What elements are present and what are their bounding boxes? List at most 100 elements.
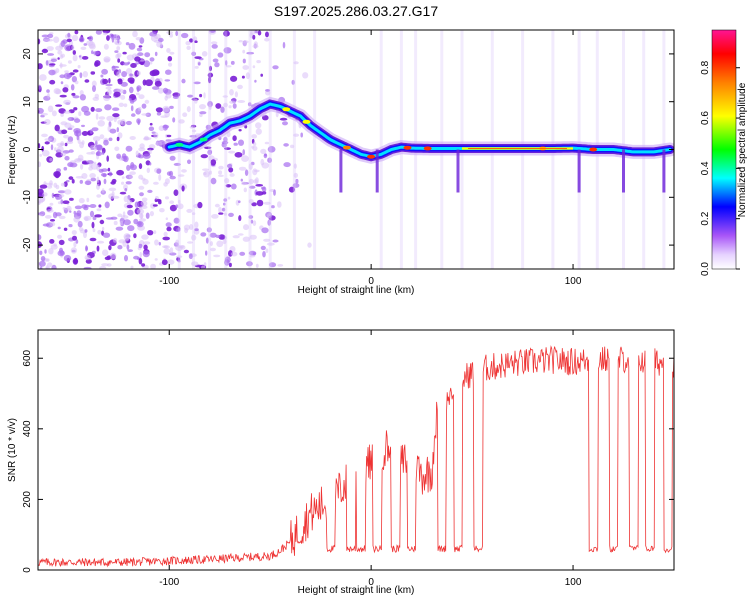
noise-blob bbox=[72, 50, 77, 55]
noise-blob bbox=[47, 185, 53, 189]
noise-blob bbox=[223, 30, 230, 37]
noise-blob bbox=[40, 256, 46, 262]
spectral-streak bbox=[268, 30, 272, 269]
noise-blob bbox=[128, 97, 132, 101]
noise-blob bbox=[146, 167, 150, 173]
noise-blob bbox=[46, 209, 54, 213]
noise-blob bbox=[143, 137, 150, 141]
noise-blob bbox=[202, 168, 210, 171]
noise-blob bbox=[137, 52, 144, 57]
noise-blob bbox=[138, 185, 145, 190]
noise-blob bbox=[57, 201, 62, 205]
noise-blob bbox=[110, 181, 116, 185]
noise-blob bbox=[186, 208, 193, 213]
noise-blob bbox=[262, 251, 266, 258]
noise-blob bbox=[154, 258, 158, 261]
noise-blob bbox=[81, 131, 89, 136]
noise-blob bbox=[208, 76, 212, 84]
noise-blob bbox=[90, 106, 95, 112]
noise-blob bbox=[153, 230, 157, 235]
noise-blob bbox=[224, 178, 230, 184]
noise-blob bbox=[154, 80, 162, 87]
noise-blob bbox=[138, 94, 145, 100]
noise-blob bbox=[165, 222, 172, 228]
noise-blob bbox=[252, 146, 258, 151]
noise-blob bbox=[49, 63, 56, 66]
noise-blob bbox=[228, 150, 236, 154]
noise-blob bbox=[78, 111, 82, 117]
noise-blob bbox=[249, 185, 256, 189]
noise-blob bbox=[225, 65, 232, 68]
noise-blob bbox=[126, 244, 130, 251]
noise-blob bbox=[133, 218, 139, 225]
noise-blob bbox=[110, 216, 118, 220]
noise-blob bbox=[57, 234, 62, 239]
noise-blob bbox=[113, 237, 118, 243]
noise-blob bbox=[108, 245, 112, 251]
noise-blob bbox=[120, 94, 126, 100]
x-tick-label: 100 bbox=[565, 577, 582, 588]
noise-blob bbox=[126, 164, 131, 171]
noise-blob bbox=[169, 33, 174, 38]
noise-blob bbox=[248, 163, 253, 170]
noise-blob bbox=[51, 192, 55, 199]
noise-blob bbox=[193, 81, 201, 85]
noise-blob bbox=[136, 118, 141, 124]
noise-blob bbox=[141, 177, 146, 181]
noise-blob bbox=[103, 43, 109, 50]
noise-blob bbox=[191, 51, 197, 56]
noise-blob bbox=[59, 250, 65, 256]
noise-blob bbox=[79, 72, 83, 79]
noise-blob bbox=[272, 65, 279, 70]
noise-blob bbox=[81, 105, 90, 113]
snr-frame bbox=[37, 329, 675, 571]
noise-blob bbox=[260, 158, 265, 166]
noise-blob bbox=[249, 254, 256, 258]
noise-blob bbox=[185, 41, 191, 46]
noise-blob bbox=[103, 32, 108, 36]
noise-blob bbox=[125, 68, 133, 75]
noise-blob bbox=[53, 171, 61, 178]
noise-blob bbox=[263, 238, 271, 242]
noise-blob bbox=[239, 251, 246, 256]
noise-blob bbox=[73, 241, 77, 248]
ridge-hotspot bbox=[175, 142, 184, 147]
noise-blob bbox=[139, 192, 144, 197]
noise-blob bbox=[142, 250, 150, 258]
noise-blob bbox=[143, 153, 151, 159]
noise-blob bbox=[164, 79, 171, 82]
noise-blob bbox=[223, 47, 232, 54]
noise-blob bbox=[238, 166, 247, 171]
noise-blob bbox=[264, 141, 270, 145]
noise-blob bbox=[223, 102, 228, 108]
noise-blob bbox=[79, 141, 84, 149]
noise-blob bbox=[248, 199, 254, 204]
noise-blob bbox=[124, 188, 128, 192]
noise-blob bbox=[218, 234, 226, 240]
noise-blob bbox=[95, 140, 98, 147]
noise-blob bbox=[137, 221, 142, 226]
noise-blob bbox=[205, 237, 209, 244]
noise-blob bbox=[38, 143, 41, 149]
noise-blob bbox=[255, 263, 259, 268]
colorbar-ticks: 0.0 0.2 0.4 0.6 0.8 bbox=[700, 60, 740, 276]
ridge-hotspot bbox=[589, 147, 598, 152]
noise-blob bbox=[121, 181, 125, 185]
noise-blob bbox=[210, 247, 216, 252]
noise-blob bbox=[177, 245, 185, 249]
noise-blob bbox=[67, 60, 72, 64]
noise-blob bbox=[114, 50, 119, 53]
noise-blob bbox=[136, 208, 145, 215]
noise-blob bbox=[177, 199, 181, 204]
noise-blob bbox=[184, 227, 189, 234]
noise-blob bbox=[279, 117, 288, 121]
noise-blob bbox=[97, 120, 105, 127]
noise-blob bbox=[119, 191, 127, 195]
noise-blob bbox=[103, 178, 107, 185]
noise-blob bbox=[100, 172, 107, 177]
noise-blob bbox=[237, 84, 243, 90]
noise-blob bbox=[102, 249, 109, 256]
noise-blob bbox=[126, 54, 135, 61]
noise-blob bbox=[267, 157, 272, 163]
